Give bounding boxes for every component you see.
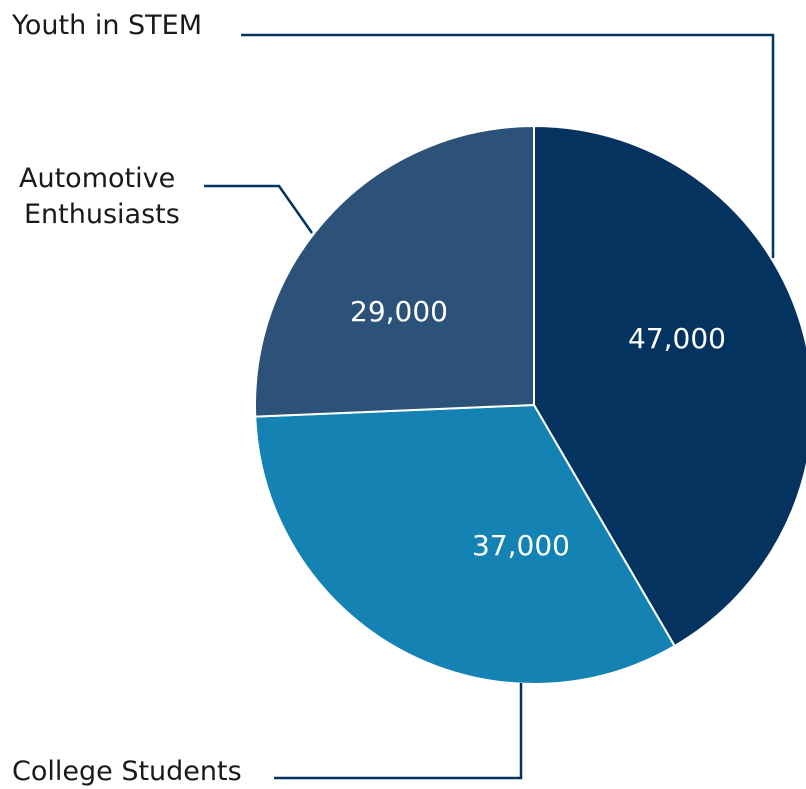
callout-youth-in-stem: Youth in STEM [11,10,775,258]
label-automotive-line-1: Automotive [19,163,175,194]
leader-line-youth-in-stem [241,33,775,258]
leader-line-automotive-enthusiasts [204,184,314,234]
value-label-youth-in-stem: 47,000 [628,322,726,355]
leader-line-college-students [274,683,523,780]
pie-slices [254,124,806,685]
pie-slice-college-students [254,403,676,685]
value-labels: 47,000 37,000 29,000 [350,295,726,562]
label-youth-in-stem: Youth in STEM [11,10,202,41]
value-label-college-students: 37,000 [472,529,570,562]
callout-automotive-enthusiasts: Automotive Enthusiasts [19,163,314,234]
value-label-automotive-enthusiasts: 29,000 [350,295,448,328]
pie-slice-automotive-enthusiasts [254,124,535,418]
label-college-students: College Students [12,756,242,787]
pie-slice-youth-in-stem [533,124,806,648]
callout-college-students: College Students [12,683,523,787]
label-automotive-line-2: Enthusiasts [24,199,180,230]
